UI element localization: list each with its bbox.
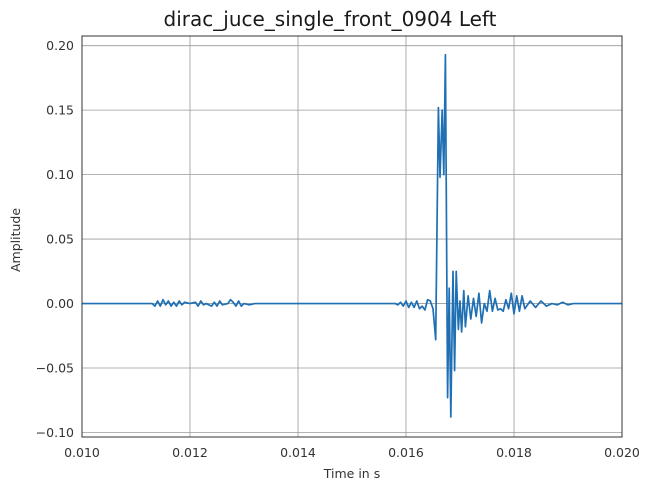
- y-tick-label: 0.05: [46, 232, 74, 247]
- x-axis-ticks: 0.010 0.012 0.014 0.016 0.018 0.020: [64, 445, 640, 460]
- y-tick-label: 0.15: [46, 103, 74, 118]
- y-tick-label: 0.10: [46, 167, 74, 182]
- y-axis-ticks: −0.10 −0.05 0.00 0.05 0.10 0.15 0.20: [36, 38, 74, 440]
- y-tick-label: 0.00: [46, 296, 74, 311]
- x-tick-label: 0.010: [64, 445, 100, 460]
- x-tick-label: 0.016: [388, 445, 424, 460]
- chart-title: dirac_juce_single_front_0904 Left: [164, 7, 497, 31]
- x-tick-label: 0.014: [280, 445, 316, 460]
- series-line: [82, 53, 622, 418]
- x-tick-label: 0.012: [172, 445, 208, 460]
- y-tick-label: 0.20: [46, 38, 74, 53]
- y-tick-label: −0.10: [36, 425, 74, 440]
- y-tick-label: −0.05: [36, 361, 74, 376]
- plot-frame: [81, 35, 623, 438]
- grid-lines: [81, 36, 623, 437]
- x-axis-label: Time in s: [323, 466, 380, 481]
- x-tick-label: 0.018: [496, 445, 532, 460]
- x-tick-label: 0.020: [604, 445, 640, 460]
- y-axis-label: Amplitude: [8, 208, 23, 272]
